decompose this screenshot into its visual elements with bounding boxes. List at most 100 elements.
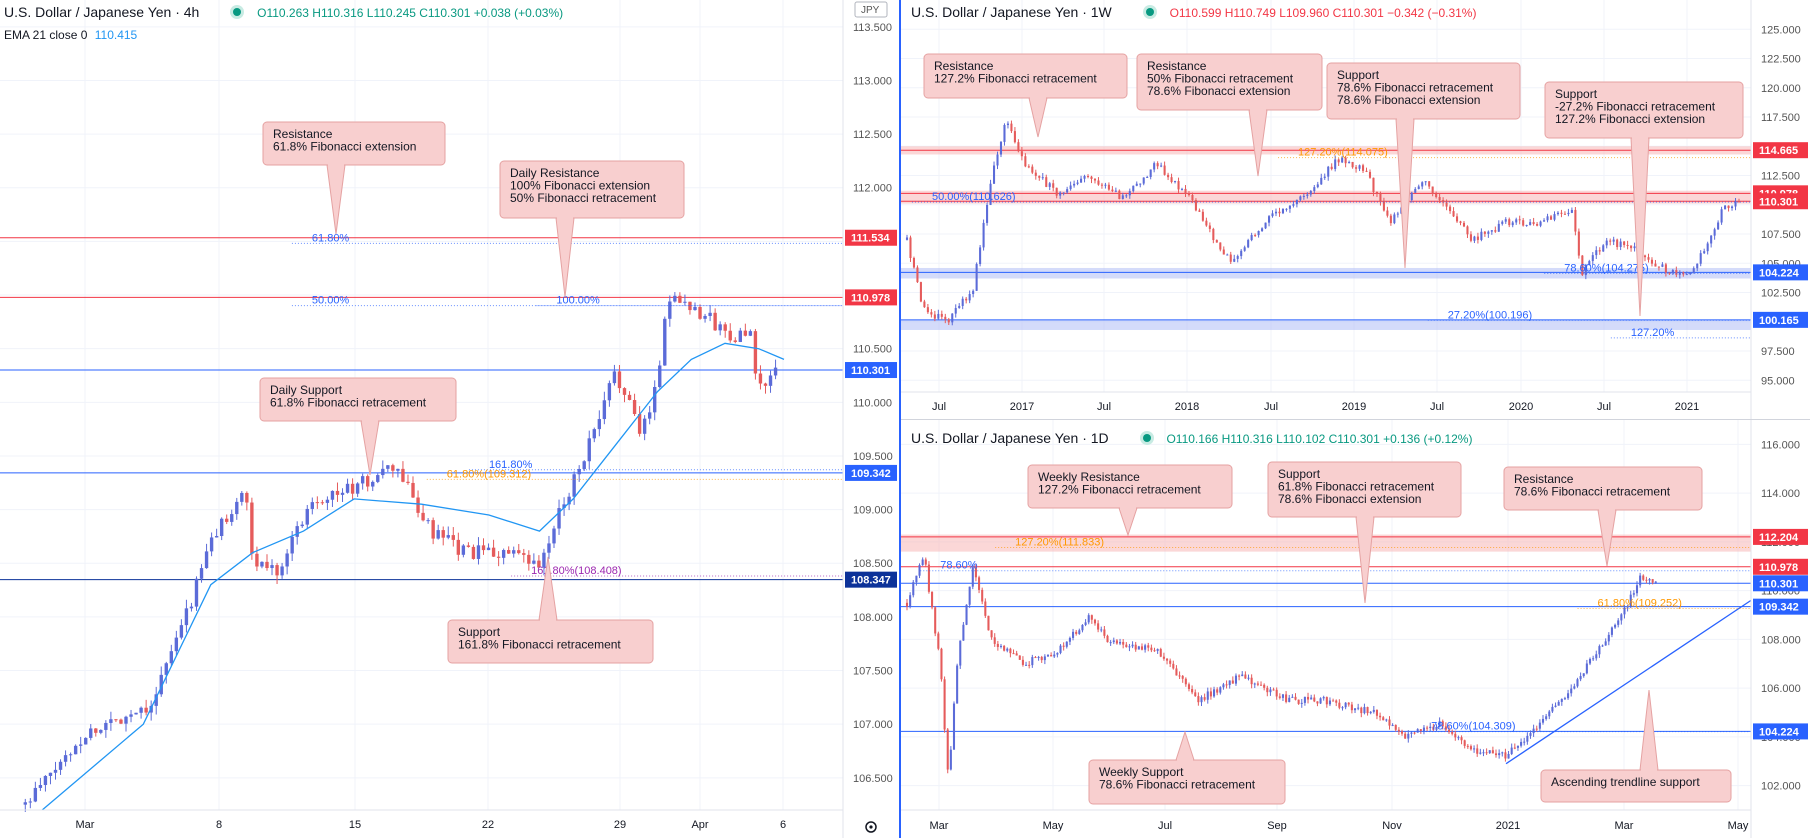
- candle-body: [1348, 161, 1351, 164]
- callout-joint: [1030, 96, 1046, 100]
- candle-body: [33, 787, 38, 802]
- chart-1d[interactable]: 127.20%(111.833) 78.60% 61.80%(109.252) 78.…: [901, 420, 1810, 838]
- candle-body: [1175, 668, 1178, 676]
- candle-body: [78, 744, 83, 746]
- candle-body: [1055, 187, 1058, 196]
- callout-text-line: Resistance: [1147, 59, 1207, 73]
- price-tick-label: 102.500: [1761, 288, 1801, 300]
- callout-joint: [557, 216, 573, 220]
- candle-body: [109, 719, 113, 723]
- candle-body: [1274, 211, 1278, 214]
- callout-text-line: 50% Fibonacci retracement: [1147, 72, 1294, 86]
- candle-body: [1567, 212, 1570, 215]
- candle-body: [1560, 699, 1563, 702]
- candle-body: [1017, 142, 1020, 152]
- candle-body: [1146, 176, 1149, 178]
- candle-body: [1372, 709, 1375, 712]
- candle-body: [1614, 624, 1617, 628]
- symbol-title-4h[interactable]: U.S. Dollar / Japanese Yen · 4h: [4, 4, 200, 20]
- callout-text-line: Daily Resistance: [510, 166, 600, 180]
- symbol-title-1w[interactable]: U.S. Dollar / Japanese Yen · 1W: [911, 4, 1112, 20]
- candle-body: [1006, 648, 1009, 651]
- candle-body: [1106, 635, 1109, 643]
- panel-4h[interactable]: 61.80% 50.00% 100.00% 161.80% 61.80%(109.312…: [0, 0, 899, 838]
- candle-body: [1240, 250, 1243, 257]
- candle-body: [1226, 254, 1229, 256]
- candle-body: [1038, 175, 1041, 178]
- candle-body: [1699, 253, 1702, 264]
- callout-box: [1136, 53, 1323, 111]
- candle-body: [956, 665, 959, 704]
- candle-body: [1134, 644, 1137, 650]
- fib-label: 50.00%(110.626): [932, 191, 1016, 203]
- candle-body: [1107, 184, 1110, 190]
- candle-body: [909, 595, 912, 607]
- candle-body: [1476, 748, 1479, 754]
- callout-text-line: 78.6% Fibonacci extension: [1278, 492, 1421, 506]
- candle-body: [1288, 697, 1291, 702]
- callout-pointer: [1248, 109, 1268, 177]
- annotation-callout: Support-27.2% Fibonacci retracement127.2…: [1544, 81, 1744, 317]
- callout-box: [262, 121, 446, 166]
- candle-body: [179, 625, 184, 638]
- candle-body: [1205, 220, 1208, 226]
- candle-body: [1281, 694, 1285, 698]
- candle-body: [1598, 646, 1601, 655]
- candle-body: [240, 492, 244, 502]
- candle-body: [68, 754, 73, 756]
- panel-1w[interactable]: 50.00%(110.626) 127.20%(114.075) 78.60%(10…: [901, 0, 1810, 419]
- settings-gear-icon[interactable]: [865, 821, 877, 833]
- candle-body: [169, 651, 174, 664]
- candle-body: [1734, 201, 1737, 207]
- chart-1w[interactable]: 50.00%(110.626) 127.20%(114.075) 78.60%(10…: [901, 0, 1810, 419]
- candle-body: [532, 560, 536, 564]
- chart-4h[interactable]: 61.80% 50.00% 100.00% 161.80%61.80%(109.312…: [0, 0, 899, 838]
- time-tick-label: Jul: [1264, 401, 1278, 413]
- candle-body: [1208, 225, 1211, 229]
- callout-pointer: [360, 420, 380, 476]
- callout-pointer: [326, 164, 346, 235]
- candle-body: [1278, 211, 1281, 214]
- time-tick-label: May: [1728, 820, 1749, 832]
- candle-body: [1043, 656, 1046, 661]
- candle-body: [1682, 272, 1685, 275]
- candle-body: [1068, 637, 1071, 642]
- candle-body: [1222, 684, 1225, 688]
- panel-divider-vertical[interactable]: [899, 0, 901, 838]
- candle-body: [978, 577, 981, 590]
- candle-body: [1429, 726, 1432, 729]
- candle-body: [1198, 210, 1201, 212]
- candle-body: [1194, 692, 1197, 697]
- candle-body: [1291, 696, 1294, 698]
- callout-joint: [1632, 136, 1648, 140]
- candle-body: [1563, 213, 1566, 215]
- candle-body: [28, 801, 33, 803]
- symbol-title-1d[interactable]: U.S. Dollar / Japanese Yen · 1D: [911, 430, 1109, 446]
- candle-body: [501, 550, 506, 558]
- candle-body: [325, 499, 330, 503]
- candle-body: [23, 802, 27, 805]
- panel-divider-horizontal[interactable]: [901, 419, 1810, 420]
- candle-body: [1166, 658, 1169, 661]
- candle-body: [1602, 245, 1605, 252]
- candle-body: [1330, 166, 1333, 169]
- candle-body: [1320, 177, 1323, 185]
- panel-1d[interactable]: 127.20%(111.833) 78.60% 61.80%(109.252) 78.…: [901, 420, 1810, 838]
- ema-legend[interactable]: EMA 21 close 0 110.415: [4, 28, 137, 42]
- candle-body: [1584, 264, 1587, 276]
- candle-body: [320, 502, 325, 504]
- candle-body: [214, 535, 219, 538]
- callout-text-line: Support: [458, 625, 501, 639]
- candle-body: [512, 550, 516, 554]
- candle-body: [310, 502, 314, 509]
- candle-body: [1139, 183, 1142, 185]
- candle-body: [517, 550, 521, 554]
- candle-body: [1515, 219, 1518, 223]
- candle-body: [1275, 689, 1278, 697]
- price-level-badge: [845, 229, 897, 246]
- candle-body: [552, 528, 556, 544]
- candle-body: [1337, 159, 1340, 163]
- candle-body: [1400, 731, 1404, 734]
